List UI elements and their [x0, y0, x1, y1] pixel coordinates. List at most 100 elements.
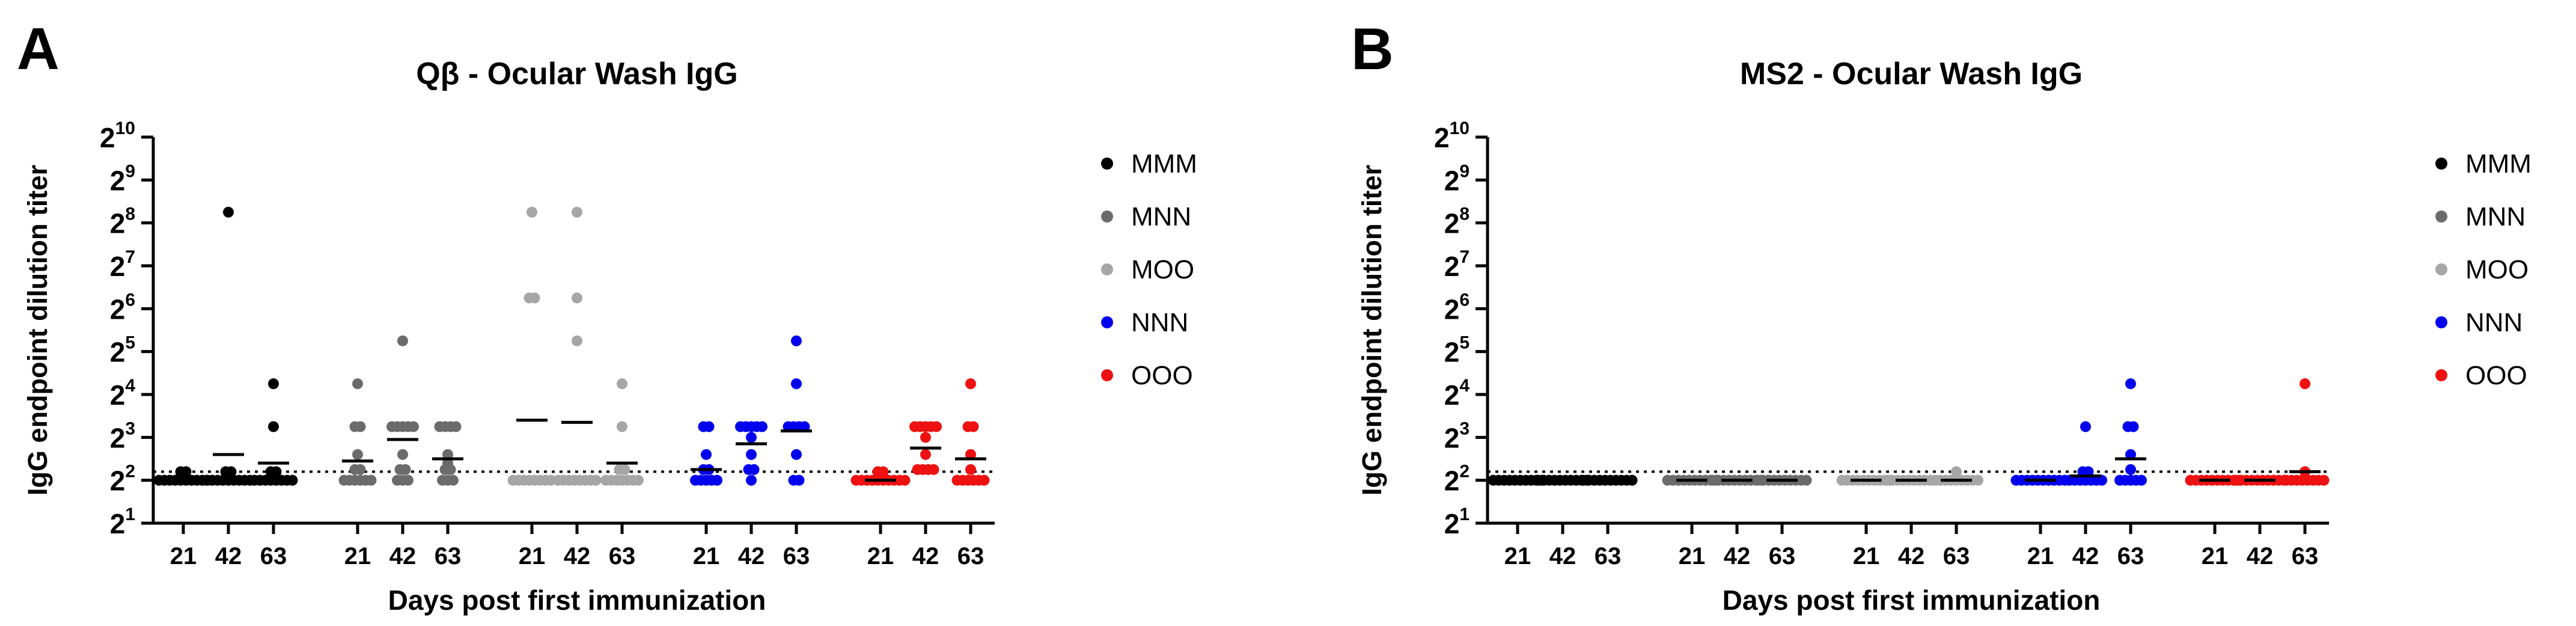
data-point-nnn: [2128, 421, 2139, 432]
data-point-ooo: [920, 432, 931, 443]
data-point-ooo: [2300, 378, 2310, 390]
y-tick-base: 2: [100, 122, 115, 153]
x-tick-label: 21: [344, 543, 371, 569]
legend-marker: [1101, 263, 1113, 275]
data-point-mnn: [352, 449, 363, 460]
data-point-ooo: [899, 474, 911, 486]
y-tick-base: 2: [110, 508, 126, 539]
data-point-mnn: [450, 421, 462, 432]
y-tick-label: 23: [1444, 419, 1470, 453]
y-tick-exponent: 8: [125, 204, 135, 224]
data-point-ooo: [877, 466, 889, 477]
y-tick-exponent: 9: [1459, 161, 1470, 181]
data-point-moo: [617, 378, 627, 390]
data-point-moo: [572, 206, 582, 218]
data-point-nnn: [2083, 466, 2094, 477]
x-tick-label: 63: [1595, 543, 1622, 569]
y-tick-exponent: 7: [1459, 247, 1470, 267]
data-point-mnn: [355, 421, 366, 432]
x-tick-label: 63: [1769, 543, 1796, 569]
y-tick-base: 2: [110, 208, 126, 239]
y-tick-base: 2: [1444, 293, 1460, 325]
data-point-nnn: [791, 449, 802, 460]
x-tick-label: 63: [957, 543, 984, 569]
data-point-nnn: [746, 474, 757, 486]
x-tick-label: 42: [1724, 543, 1751, 569]
x-tick-label: 21: [170, 543, 197, 569]
x-tick-label: 42: [2247, 543, 2274, 569]
legend-marker: [2435, 369, 2447, 381]
data-point-mnn: [400, 464, 411, 475]
data-point-mnn: [355, 464, 366, 475]
data-point-nnn: [799, 421, 810, 432]
x-tick-label: 42: [2072, 543, 2099, 569]
y-tick-label: 25: [110, 333, 135, 368]
data-point-nnn: [748, 464, 760, 475]
data-point-mmm: [287, 474, 298, 486]
data-point-nnn: [2080, 421, 2091, 432]
y-tick-exponent: 5: [1459, 333, 1470, 353]
data-point-ooo: [978, 474, 990, 486]
data-point-mmm: [1626, 474, 1638, 486]
legend-marker: [1101, 316, 1113, 328]
y-tick-base: 2: [110, 422, 126, 453]
data-point-mmm: [223, 206, 234, 218]
legend-item-ooo: OOO: [2465, 361, 2527, 390]
data-point-mmm: [270, 466, 282, 477]
data-point-moo: [633, 474, 644, 486]
x-tick-label: 63: [435, 543, 462, 569]
y-tick-base: 2: [1444, 208, 1460, 239]
chart-title: Qβ - Ocular Wash IgG: [416, 57, 737, 91]
x-tick-label: 21: [693, 543, 720, 569]
chart-title: MS2 - Ocular Wash IgG: [1740, 57, 2083, 91]
y-tick-base: 2: [110, 379, 126, 411]
y-tick-base: 2: [1444, 337, 1460, 368]
x-axis-label: Days post first immunization: [388, 585, 766, 616]
data-point-mmm: [268, 378, 279, 390]
y-tick-base: 2: [110, 165, 126, 196]
data-point-nnn: [2125, 449, 2136, 460]
x-tick-label: 42: [215, 543, 242, 569]
data-point-nnn: [746, 449, 757, 460]
data-point-nnn: [2125, 464, 2136, 475]
data-point-mnn: [352, 378, 363, 390]
x-tick-label: 21: [1679, 543, 1706, 569]
data-point-ooo: [931, 421, 942, 432]
data-point-nnn: [757, 421, 768, 432]
x-tick-label: 63: [2117, 543, 2144, 569]
data-point-moo: [572, 292, 582, 304]
x-tick-label: 42: [912, 543, 939, 569]
y-axis-label: IgG endpoint dilution titer: [1357, 165, 1387, 496]
data-point-nnn: [746, 432, 757, 443]
data-point-moo: [1951, 466, 1962, 477]
y-tick-base: 2: [1444, 251, 1460, 282]
y-tick-label: 210: [1434, 118, 1470, 153]
y-tick-exponent: 10: [115, 118, 135, 138]
y-tick-exponent: 8: [1459, 204, 1470, 224]
y-tick-exponent: 3: [1459, 419, 1470, 438]
legend-marker: [1101, 210, 1113, 222]
x-tick-label: 42: [389, 543, 417, 569]
x-tick-label: 63: [1943, 543, 1970, 569]
y-tick-label: 29: [110, 161, 135, 196]
legend-item-moo: MOO: [2465, 255, 2529, 284]
data-point-ooo: [920, 449, 931, 460]
y-tick-base: 2: [1444, 379, 1460, 411]
data-point-mmm: [180, 466, 192, 477]
legend-item-nnn: NNN: [2465, 308, 2523, 337]
legend-item-mmm: MMM: [1131, 149, 1197, 179]
y-tick-exponent: 2: [125, 462, 135, 482]
data-point-nnn: [2096, 474, 2107, 486]
x-tick-label: 42: [738, 543, 765, 569]
data-point-moo: [619, 464, 630, 475]
legend-item-moo: MOO: [1131, 255, 1194, 284]
legend-item-mnn: MNN: [1131, 202, 1191, 232]
data-point-ooo: [965, 378, 976, 390]
y-tick-exponent: 4: [125, 376, 135, 396]
x-tick-label: 42: [1898, 543, 1925, 569]
data-point-moo: [526, 206, 537, 218]
y-tick-base: 2: [110, 337, 126, 368]
y-tick-label: 21: [1444, 505, 1470, 539]
chart-panel-0: A Qβ - Ocular Wash IgG IgG endpoint diluti…: [17, 16, 1197, 616]
